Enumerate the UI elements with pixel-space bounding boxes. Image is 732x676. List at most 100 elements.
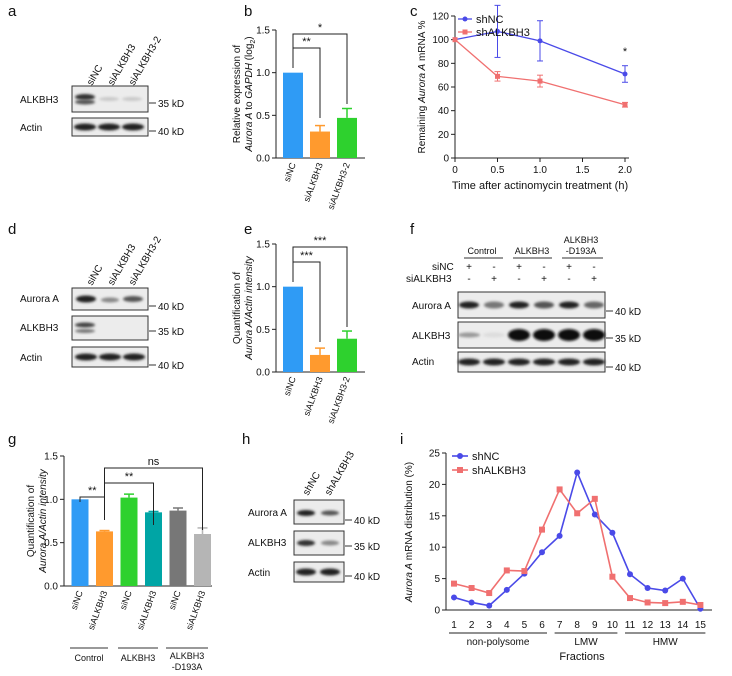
x-axis-label: Fractions xyxy=(559,651,605,663)
significance-label: * xyxy=(318,22,323,34)
panel-letter-f: f xyxy=(410,221,415,238)
x-tick-label: 5 xyxy=(522,620,528,631)
y-axis-label: Aurora A to GAPDH (log2) xyxy=(244,36,257,152)
y-tick-label: 0 xyxy=(443,154,449,165)
row-label: ALKBH3 xyxy=(412,331,451,342)
y-tick-label: 1.5 xyxy=(44,452,58,463)
significance-label: *** xyxy=(314,235,328,247)
y-axis-label: Aurora A/Actin intensity xyxy=(244,255,255,361)
y-tick-label: 20 xyxy=(429,480,441,491)
gene-name: Aurora A xyxy=(404,563,415,603)
row-label: Actin xyxy=(248,568,270,579)
row-label: Actin xyxy=(20,353,42,364)
sign-sinc: - xyxy=(592,262,595,273)
significance-label: ** xyxy=(125,471,134,483)
significance-label: ** xyxy=(88,485,97,497)
marker-label: 40 kD xyxy=(158,127,184,138)
band xyxy=(321,540,339,546)
legend-marker xyxy=(457,467,463,473)
data-point xyxy=(627,595,633,602)
data-point xyxy=(644,599,651,606)
chart-b: b 0.0 0.5 1.0 1.5 siNC siALKBH3 siALKBH3-2 Relat… xyxy=(232,3,365,211)
sign-sinc: - xyxy=(492,262,495,273)
y-tick-label: 0.0 xyxy=(44,582,58,593)
y-tick-label: 0.0 xyxy=(256,368,270,379)
x-tick-label: 14 xyxy=(677,620,689,631)
y-tick-label: 80 xyxy=(438,59,450,70)
data-point xyxy=(679,575,686,582)
group-label: Control xyxy=(74,653,103,663)
label-text: mRNA % xyxy=(417,20,428,63)
y-tick-label: 1.5 xyxy=(256,240,270,251)
y-axis-label: Quantification of xyxy=(232,272,243,344)
y-axis-label: Aurora A/Actin intensity xyxy=(38,468,49,574)
sign-sinc: + xyxy=(516,262,522,273)
band xyxy=(459,301,479,309)
x-tick-label: 4 xyxy=(504,620,510,631)
y-axis-label: Relative expression of xyxy=(232,45,243,144)
x-tick-label: 2 xyxy=(469,620,475,631)
category-label: siNC xyxy=(282,161,298,183)
bar xyxy=(169,510,187,586)
data-point xyxy=(662,600,669,607)
data-point xyxy=(574,510,581,517)
series-line xyxy=(454,30,626,75)
marker-label: 40 kD xyxy=(354,516,380,527)
x-tick-label: 8 xyxy=(574,620,580,631)
band xyxy=(533,358,555,366)
chart-c: c 0 20 40 60 80 100 120 0 0.5 1.0 1.5 2.0 Time after … xyxy=(410,3,632,192)
band-group xyxy=(458,301,605,366)
y-axis-label: Aurora A mRNA distribution (%) xyxy=(404,462,415,603)
series-line xyxy=(454,39,626,106)
band xyxy=(558,358,580,366)
series-line xyxy=(453,487,701,606)
y-axis-label: Remaining Aurora A mRNA % xyxy=(417,20,428,153)
band xyxy=(508,358,530,366)
y-tick-label: 0.0 xyxy=(256,154,270,165)
bar xyxy=(71,499,89,586)
row-label: Aurora A xyxy=(20,294,59,305)
x-tick-label: 1.0 xyxy=(533,165,547,176)
row-label: Aurora A xyxy=(248,508,287,519)
band xyxy=(99,353,121,361)
label-text: Aurora A/Actin intensity xyxy=(244,255,255,361)
data-point xyxy=(452,37,458,43)
significance-bracket xyxy=(292,261,321,342)
marker-label: 35 kD xyxy=(158,327,184,338)
significance-label: * xyxy=(623,46,628,58)
marker-label: 35 kD xyxy=(354,542,380,553)
band xyxy=(558,329,580,341)
marker-label: 40 kD xyxy=(158,361,184,372)
y-tick-label: 20 xyxy=(438,130,450,141)
y-tick-label: 0.5 xyxy=(256,111,270,122)
band xyxy=(533,329,555,341)
marker-label: 40 kD xyxy=(354,572,380,583)
y-tick-label: 15 xyxy=(429,511,441,522)
bar xyxy=(310,131,330,158)
x-tick-label: 7 xyxy=(557,620,563,631)
label-text: mRNA distribution (%) xyxy=(404,462,415,563)
blot-actin xyxy=(457,351,606,373)
sign-sialkbh3: + xyxy=(491,274,497,285)
x-tick-label: 11 xyxy=(625,620,636,631)
y-tick-label: 25 xyxy=(429,449,441,460)
row-label: siALKBH3 xyxy=(406,274,452,285)
band xyxy=(583,329,605,341)
sign-sinc: + xyxy=(466,262,472,273)
lane-label: shALKBH3 xyxy=(323,449,357,497)
gene-name: Aurora A xyxy=(244,112,255,152)
bar xyxy=(310,354,330,372)
x-axis-label: Time after actinomycin treatment (h) xyxy=(452,180,628,192)
y-tick-label: 0.5 xyxy=(44,538,58,549)
sign-grid: +--++--++--+ xyxy=(466,262,597,285)
label-text: Remaining xyxy=(417,103,428,154)
category-label: siNC xyxy=(167,589,183,611)
label-text: (log xyxy=(244,44,255,63)
band xyxy=(483,358,505,366)
band xyxy=(297,510,315,516)
chart-e: e 0.0 0.5 1.0 1.5 siNC siALKBH3 siALKBH3-2 Quant… xyxy=(232,221,365,425)
x-tick-label: 6 xyxy=(539,620,545,631)
sign-sinc: + xyxy=(566,262,572,273)
data-point xyxy=(574,469,581,476)
significance-bracket xyxy=(292,246,348,327)
